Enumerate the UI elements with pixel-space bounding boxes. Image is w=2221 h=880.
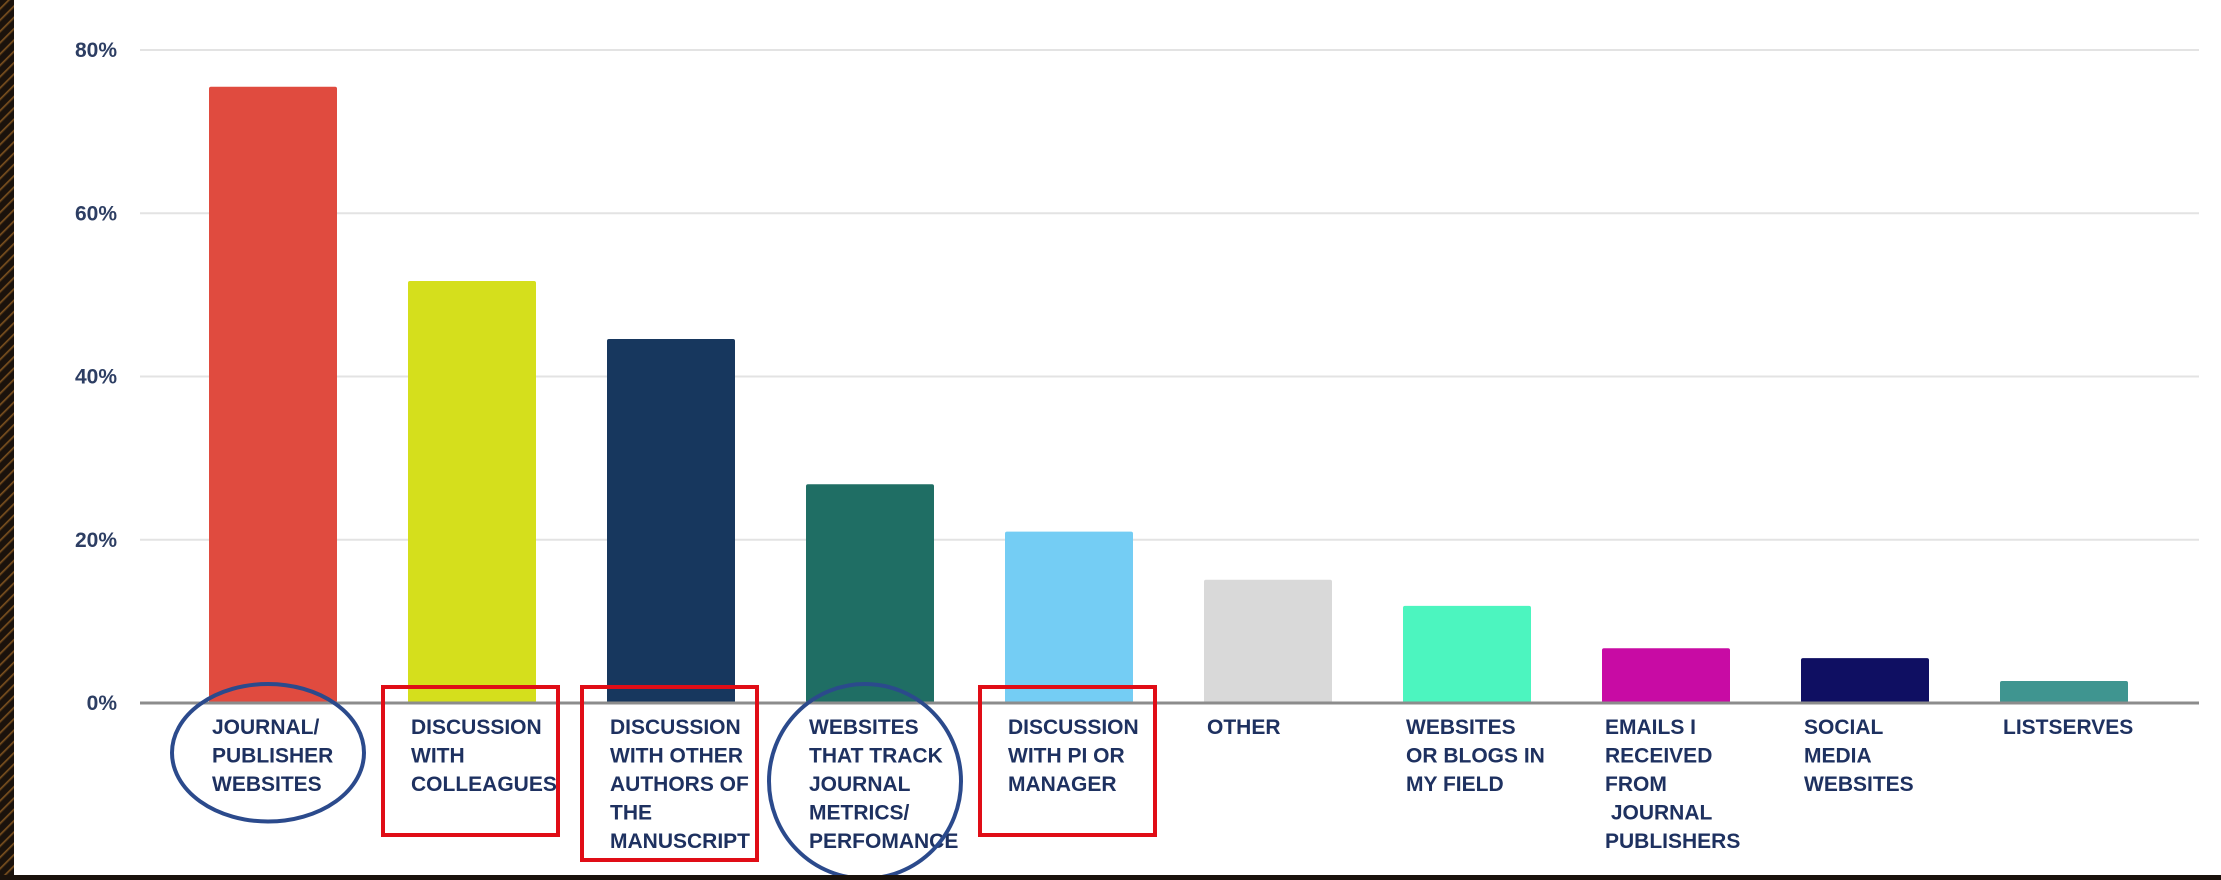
category-label-line: WITH PI OR xyxy=(1008,745,1125,768)
bar xyxy=(1005,531,1133,703)
category-label-line: JOURNAL/ xyxy=(212,716,320,739)
circle-annotation xyxy=(170,682,366,824)
category-label-line: THE xyxy=(610,802,652,825)
category-label-line: DISCUSSION xyxy=(1008,716,1139,739)
bar xyxy=(1602,648,1730,703)
category-labels: JOURNAL/PUBLISHER WEBSITES DISCUSSION WITH C… xyxy=(212,716,2133,853)
decorative-border xyxy=(0,0,14,875)
category-label-line: MEDIA xyxy=(1804,745,1872,768)
category-label: EMAILS I RECEIVED FROM JOURNAL PUBLISHERS xyxy=(1605,716,1740,853)
category-label-line: LISTSERVES xyxy=(2003,716,2133,739)
category-label: DISCUSSION WITH OTHER AUTHORS OF THE MANUSCR… xyxy=(610,716,750,853)
category-label-line: PERFOMANCE xyxy=(809,830,958,853)
category-label-line: FROM xyxy=(1605,773,1667,796)
category-label: WEBSITES OR BLOGS IN MY FIELD xyxy=(1406,716,1545,796)
y-tick-label: 40% xyxy=(75,366,117,389)
bar xyxy=(1403,605,1531,703)
category-label-line: MANAGER xyxy=(1008,773,1117,796)
category-label-line: MY FIELD xyxy=(1406,773,1504,796)
bars xyxy=(209,86,2128,703)
category-label: SOCIAL MEDIA WEBSITES xyxy=(1804,716,1914,796)
category-label-line: MANUSCRIPT xyxy=(610,830,750,853)
y-tick-label: 80% xyxy=(75,39,117,62)
chart-panel: 0% 20% 40% 60% 80% JOURNAL/PUBLISHER WEBSITES… xyxy=(14,0,2221,880)
category-label: DISCUSSION WITH COLLEAGUES xyxy=(411,716,557,796)
category-label-line: DISCUSSION xyxy=(411,716,542,739)
category-label-line: WITH xyxy=(411,745,465,768)
box-annotation xyxy=(381,685,560,837)
category-label-line: RECEIVED xyxy=(1605,745,1712,768)
y-tick-label: 20% xyxy=(75,529,117,552)
category-label-line: METRICS/ xyxy=(809,802,910,825)
bar xyxy=(806,484,934,703)
category-label: JOURNAL/PUBLISHER WEBSITES xyxy=(212,716,333,796)
category-label-line: WEBSITES xyxy=(809,716,919,739)
category-label: DISCUSSION WITH PI OR MANAGER xyxy=(1008,716,1139,796)
y-tick-label: 0% xyxy=(87,692,118,715)
category-label-line: SOCIAL xyxy=(1804,716,1884,739)
category-label-line: OR BLOGS IN xyxy=(1406,745,1545,768)
category-label: WEBSITES THAT TRACK JOURNAL METRICS/PERFOMA… xyxy=(809,716,958,853)
category-label-line: JOURNAL xyxy=(1605,802,1713,825)
annotations xyxy=(170,682,1157,880)
bar xyxy=(2000,680,2128,703)
category-label: OTHER xyxy=(1207,716,1281,739)
category-label-line: THAT TRACK xyxy=(809,745,943,768)
bar xyxy=(1801,658,1929,703)
category-label-line: EMAILS I xyxy=(1605,716,1696,739)
category-label-line: COLLEAGUES xyxy=(411,773,557,796)
category-label-line: WEBSITES xyxy=(1804,773,1914,796)
bar xyxy=(408,280,536,703)
box-annotation xyxy=(978,685,1157,837)
category-label: LISTSERVES xyxy=(2003,716,2133,739)
bar xyxy=(209,86,337,703)
category-label-line: WEBSITES xyxy=(1406,716,1516,739)
y-tick-label: 60% xyxy=(75,202,117,225)
box-annotation xyxy=(580,685,759,862)
y-tick-labels: 0% 20% 40% 60% 80% xyxy=(75,39,117,715)
category-label-line: DISCUSSION xyxy=(610,716,741,739)
category-label-line: WITH OTHER xyxy=(610,745,743,768)
category-label-line: WEBSITES xyxy=(212,773,322,796)
category-label-line: PUBLISHER xyxy=(212,745,333,768)
category-label-line: PUBLISHERS xyxy=(1605,830,1740,853)
category-label-line: AUTHORS OF xyxy=(610,773,749,796)
category-label-line: OTHER xyxy=(1207,716,1281,739)
bar xyxy=(1204,579,1332,703)
bar-chart: 0% 20% 40% 60% 80% JOURNAL/PUBLISHER WEBSITES… xyxy=(75,39,2199,880)
category-label-line: JOURNAL xyxy=(809,773,911,796)
bar xyxy=(607,338,735,703)
